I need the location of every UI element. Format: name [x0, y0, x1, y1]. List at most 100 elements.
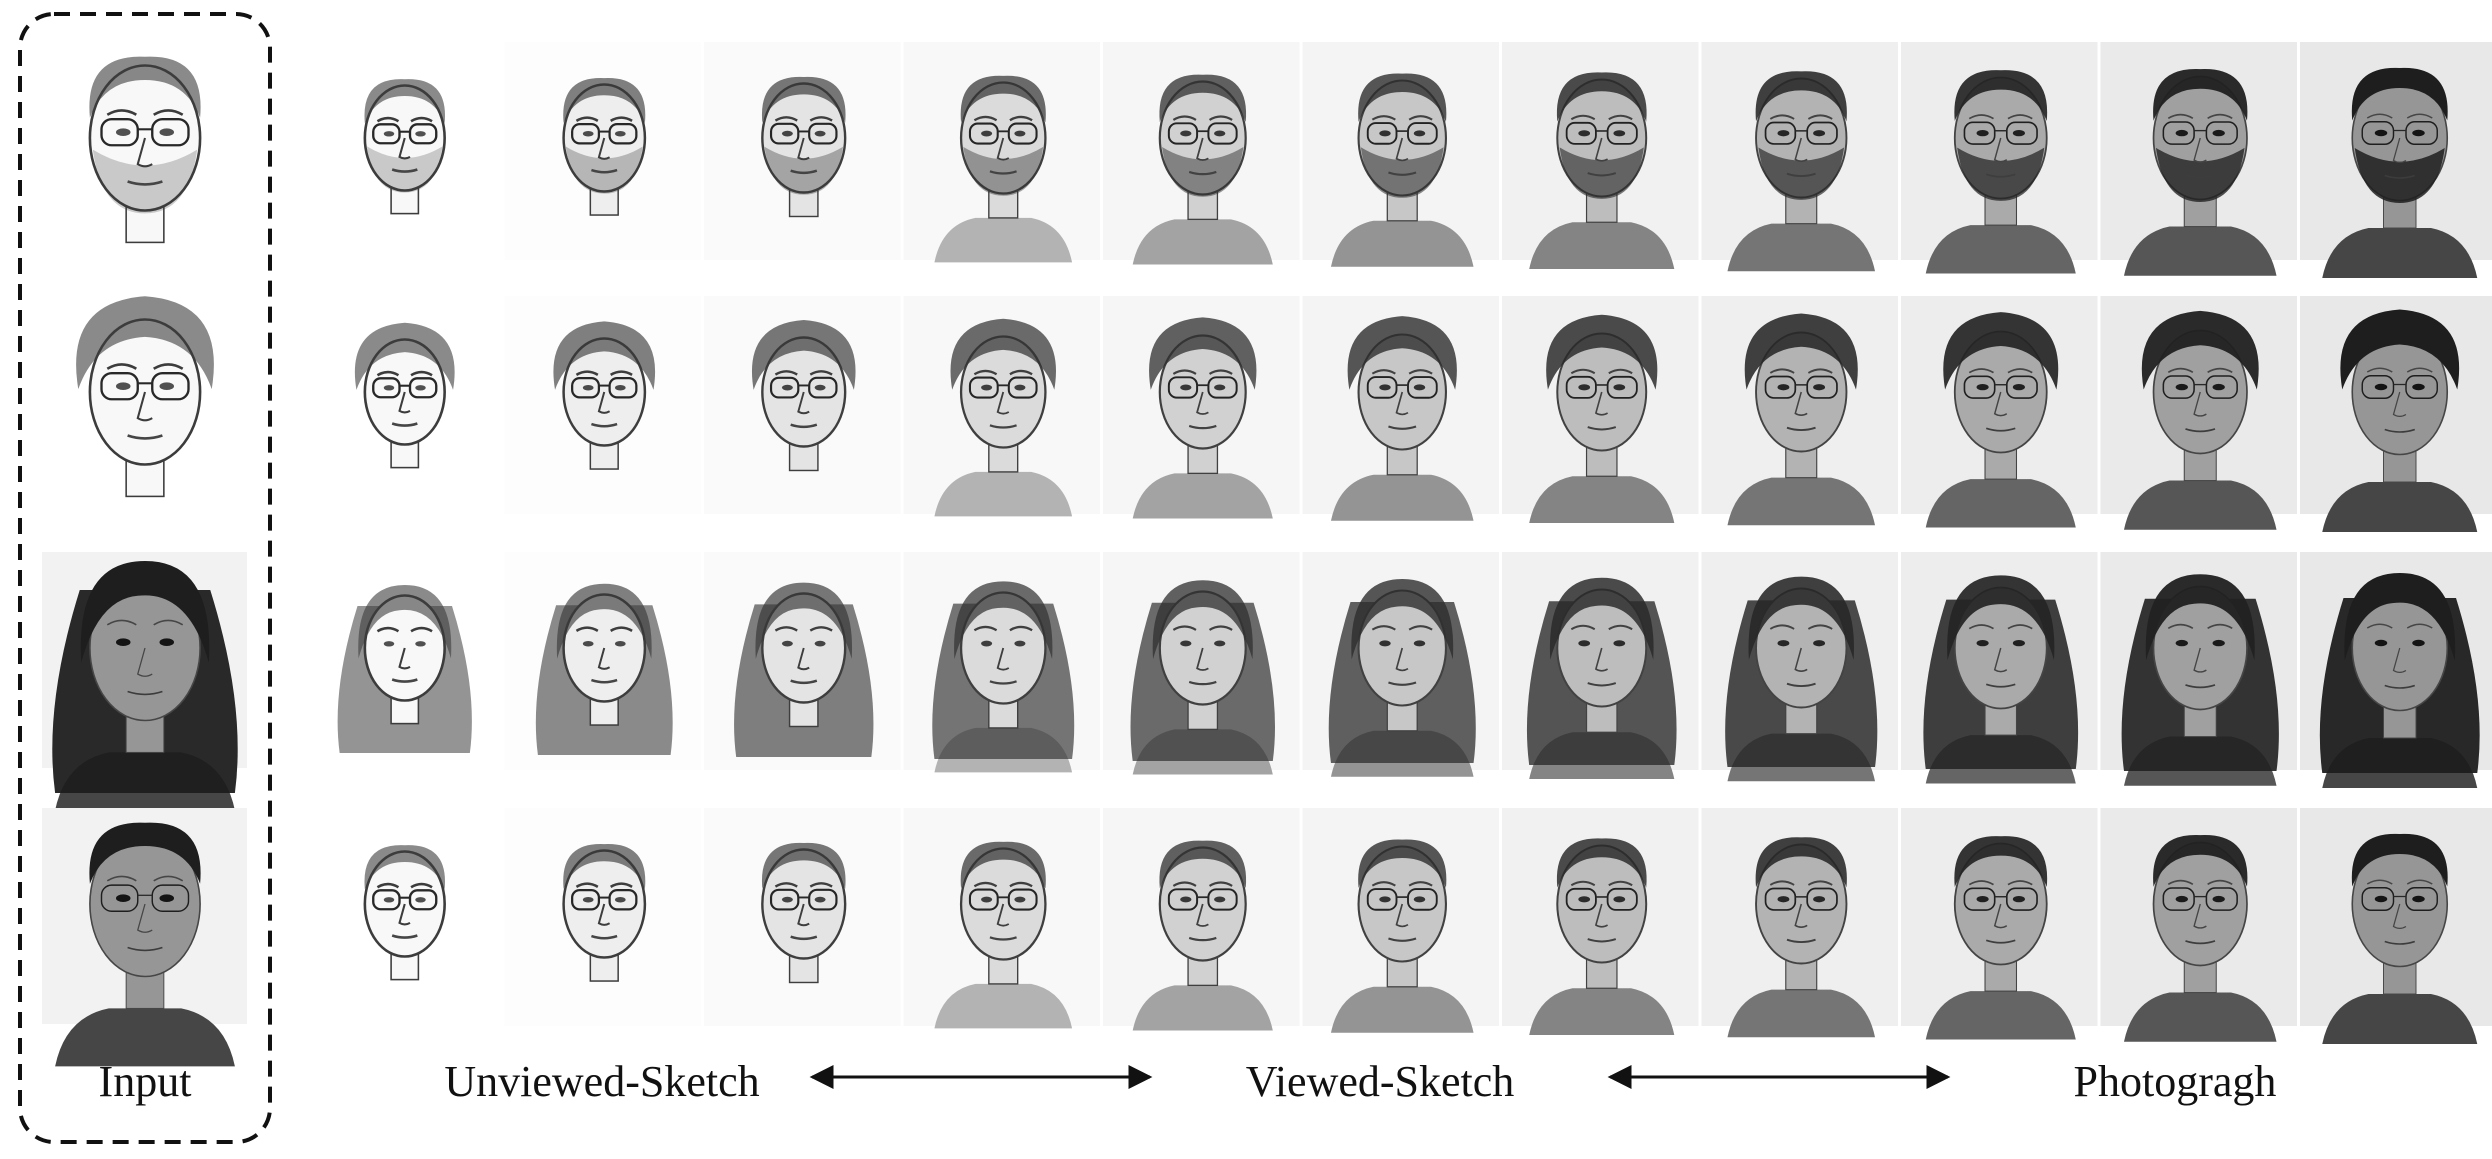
eye-right: [159, 894, 174, 902]
hair: [1947, 575, 2055, 661]
eye-left: [981, 640, 993, 647]
eyebrow-left: [774, 370, 798, 376]
eyebrow-right: [2207, 367, 2233, 374]
generated-face-cell: [704, 808, 901, 1026]
glasses-lens-right: [1806, 121, 1838, 145]
eye-left: [1976, 640, 1989, 647]
nose: [1794, 647, 1808, 672]
eyebrow-right: [1408, 369, 1433, 375]
eye-right: [1014, 896, 1026, 903]
shoulders: [1330, 474, 1474, 521]
generated-face-cell: [504, 296, 701, 514]
generated-face-cell: [1502, 808, 1699, 1036]
glasses-lens-left: [100, 371, 139, 401]
eyebrow-left: [1371, 369, 1396, 375]
generated-face-cell: [2100, 808, 2297, 1042]
eyebrow-left: [774, 882, 798, 888]
eyebrow-right: [809, 370, 833, 376]
nose: [797, 647, 810, 671]
hair: [1149, 317, 1257, 390]
eyebrow-left: [2366, 113, 2393, 119]
glasses-lens-right: [2005, 375, 2038, 399]
eyebrow-right: [2207, 623, 2233, 630]
hair: [2351, 67, 2448, 121]
glasses-lens-right: [408, 123, 438, 145]
face: [553, 321, 656, 470]
eyebrow-left: [1172, 115, 1197, 121]
mouth: [391, 934, 418, 939]
hair: [80, 561, 210, 663]
eye-right: [2412, 895, 2425, 903]
face: [1526, 577, 1677, 780]
nose: [398, 137, 411, 160]
generated-face-cell: [2100, 296, 2297, 530]
nose: [136, 137, 153, 168]
mouth: [2384, 684, 2416, 689]
glasses-lens-left: [769, 888, 800, 911]
nose: [2392, 647, 2407, 674]
eyebrow-left: [1172, 881, 1197, 887]
generated-face-cell: [2300, 42, 2492, 278]
eyebrow-right: [1208, 115, 1233, 121]
nose: [1395, 137, 1409, 162]
eyebrow-left: [1968, 368, 1994, 374]
hair: [1358, 73, 1447, 122]
eyebrow-right: [1009, 625, 1033, 632]
hair: [1744, 313, 1858, 390]
eye-right: [1014, 130, 1026, 137]
eyebrow-right: [2207, 113, 2233, 120]
eye-right: [415, 897, 426, 903]
generated-face-cell: [1302, 42, 1499, 267]
eye-right: [159, 638, 174, 646]
beard: [1162, 147, 1244, 197]
shoulders: [2123, 480, 2277, 530]
face: [55, 822, 235, 1067]
eyebrow-left: [1968, 880, 1994, 886]
eye-left: [781, 384, 793, 391]
mouth: [391, 678, 418, 683]
shoulders: [1529, 988, 1675, 1036]
eyebrow-left: [376, 626, 400, 633]
eye-right: [159, 128, 174, 136]
mouth: [790, 423, 818, 429]
face: [52, 561, 238, 811]
eyebrow-left: [1172, 625, 1197, 631]
eyebrow-left: [1769, 624, 1795, 630]
hair: [76, 296, 214, 390]
eye-left: [2175, 639, 2188, 647]
eye-left: [981, 896, 993, 903]
beard: [1758, 147, 1845, 200]
glasses-lens-right: [1806, 375, 1838, 399]
generated-face-cell: [2100, 552, 2297, 786]
eye-right: [614, 640, 626, 647]
eyebrow-left: [2167, 623, 2194, 630]
eye-right: [2012, 896, 2025, 903]
eyebrow-left: [1769, 880, 1795, 886]
glasses-lens-left: [1167, 376, 1199, 399]
eye-left: [781, 640, 793, 647]
nose: [597, 903, 611, 926]
eye-left: [582, 384, 594, 391]
eyebrow-right: [1408, 881, 1433, 887]
mouth: [1388, 171, 1417, 176]
generated-face-cell: [1103, 808, 1300, 1031]
glasses-lens-right: [808, 122, 838, 145]
hair: [1152, 580, 1253, 660]
eyebrow-left: [2167, 879, 2194, 886]
eye-left: [1379, 896, 1391, 903]
nose: [1395, 903, 1409, 928]
glasses-lens-right: [2205, 375, 2238, 399]
eye-left: [1976, 384, 1989, 391]
eye-left: [116, 638, 131, 646]
generated-face-cell: [903, 808, 1100, 1029]
unviewed-sketch-label: Unviewed-Sketch: [444, 1057, 759, 1106]
eye-right: [2412, 129, 2425, 137]
hair: [1159, 74, 1247, 123]
eye-left: [2175, 895, 2188, 903]
eye-left: [1578, 384, 1591, 391]
generated-face-cell: [1103, 552, 1300, 775]
eyebrow-right: [153, 875, 184, 882]
input-column: [42, 56, 247, 1067]
eyebrow-left: [2366, 623, 2393, 629]
eyebrow-right: [2406, 623, 2433, 629]
